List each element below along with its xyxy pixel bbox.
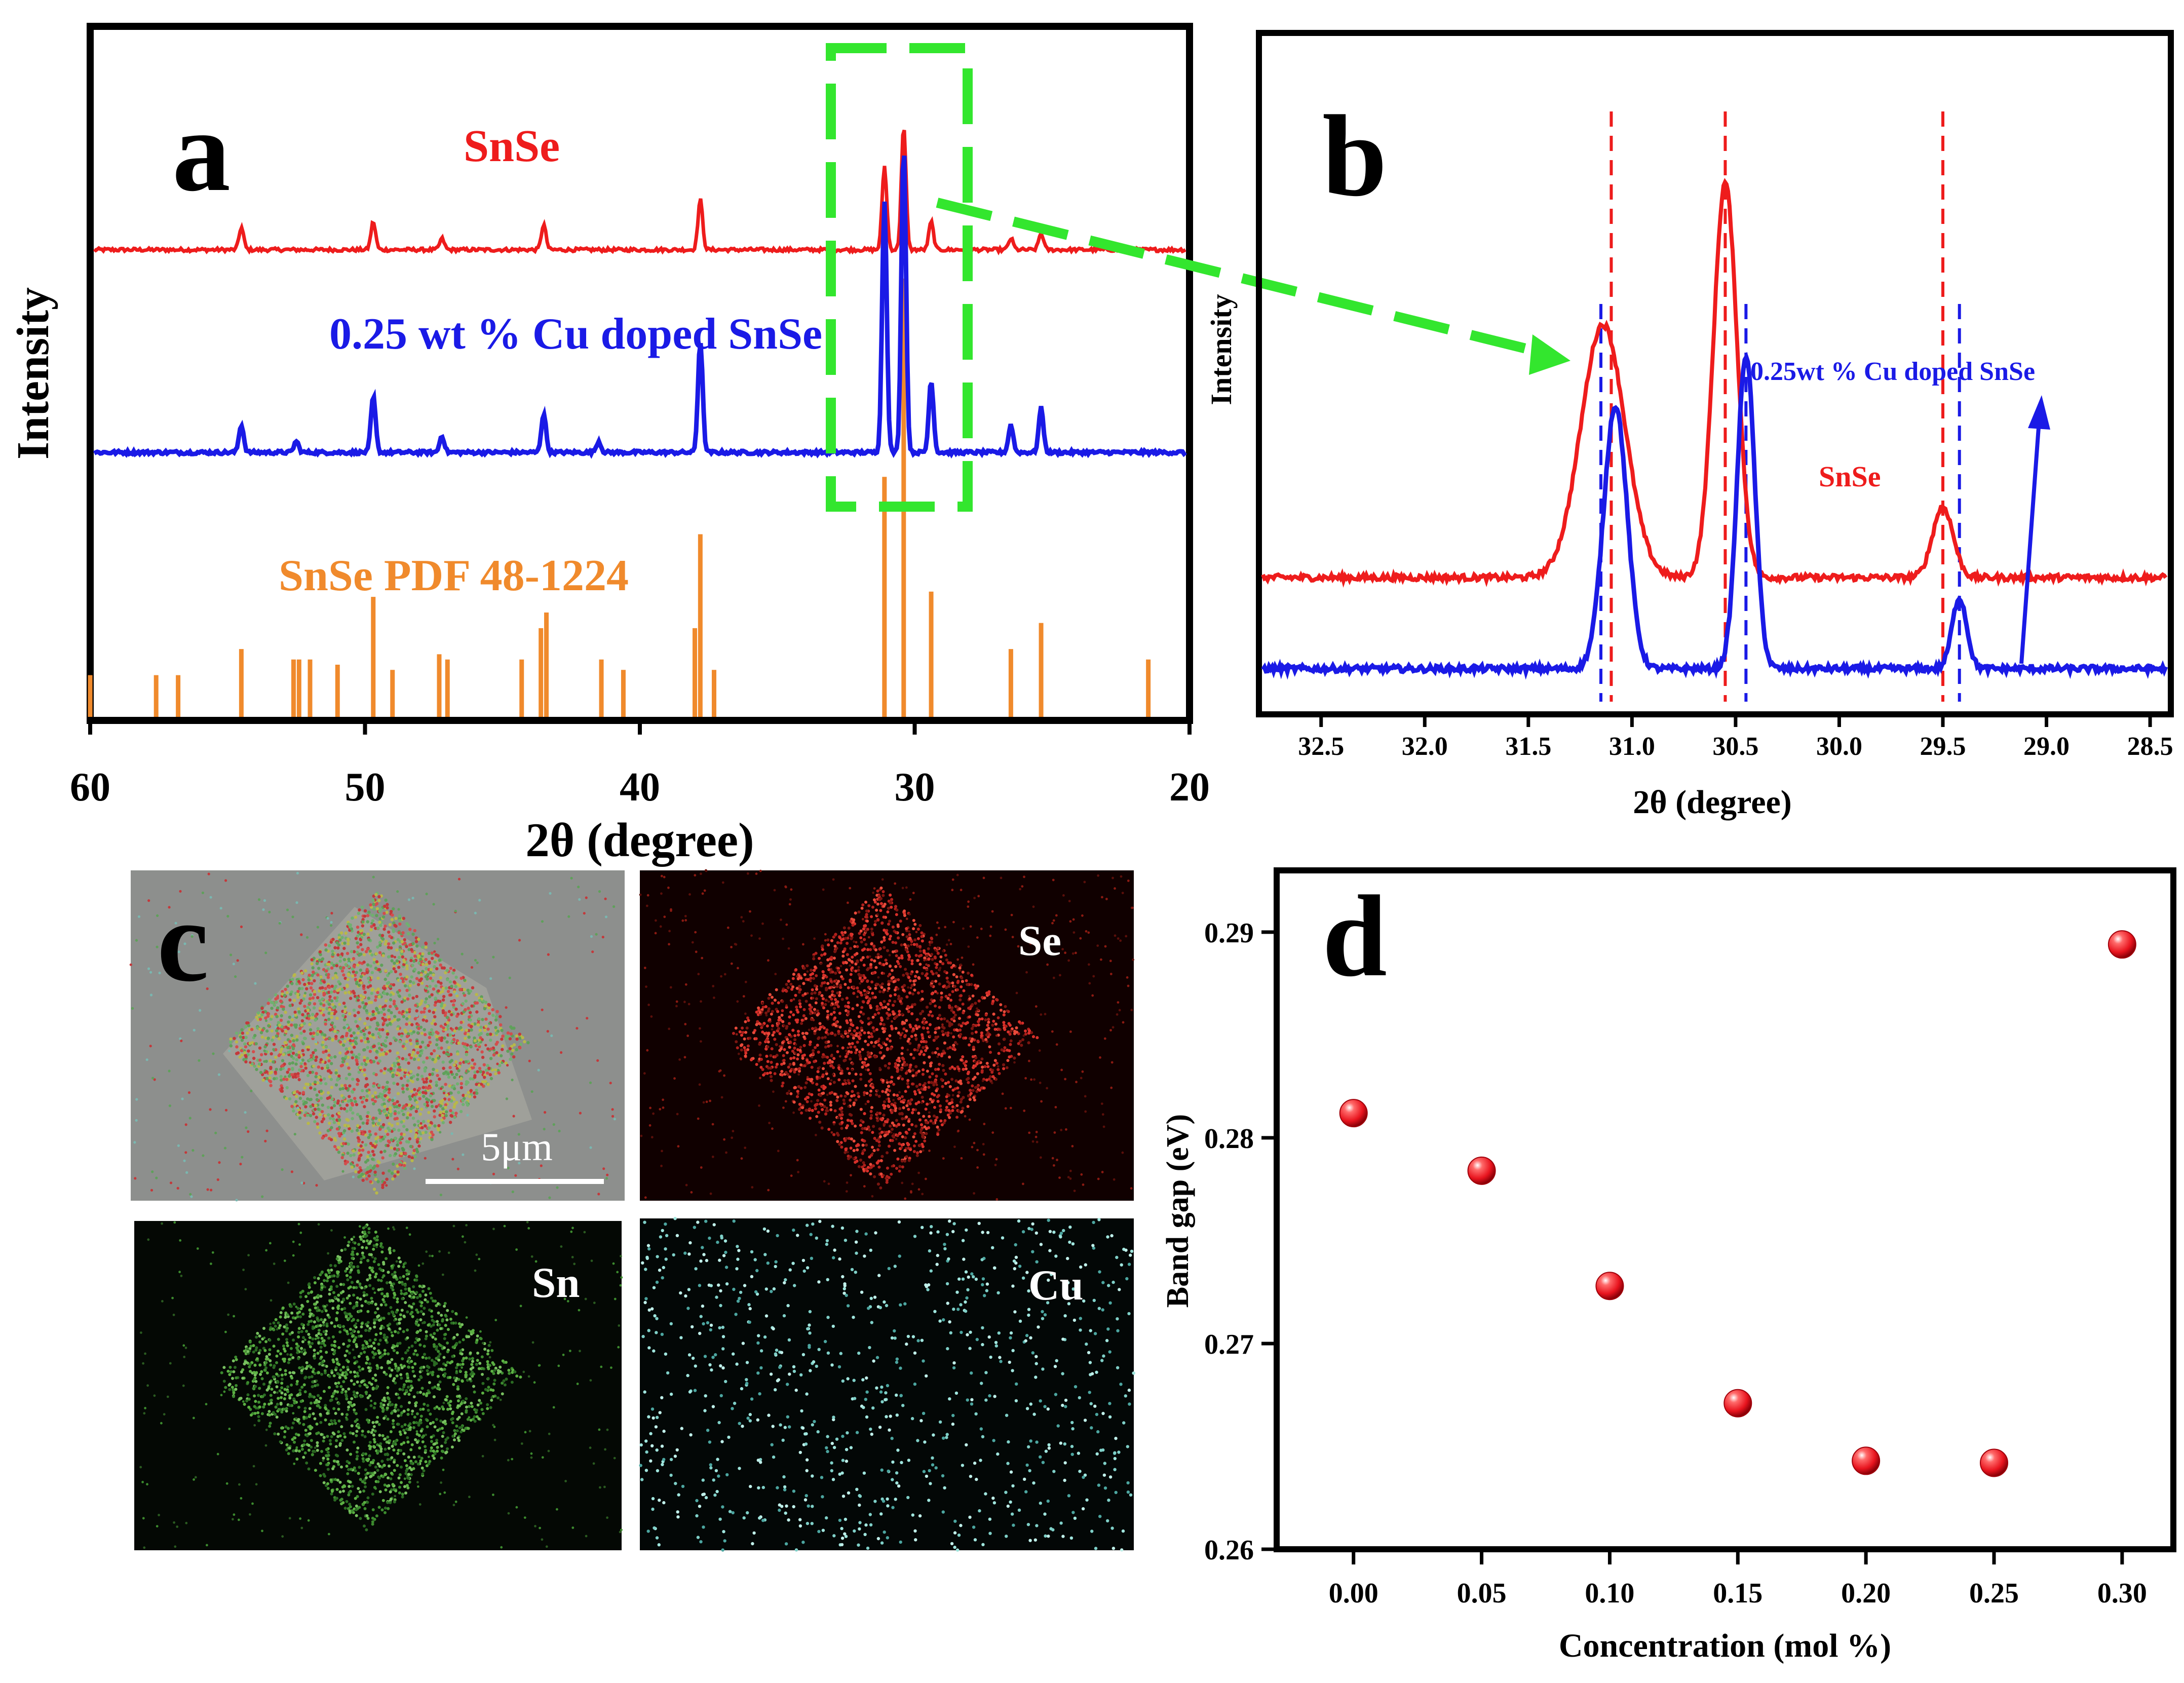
zoom-arrow-head: [1529, 334, 1570, 375]
panel-d-frame: [1274, 867, 2176, 1552]
x-tick-label: 60: [70, 765, 110, 810]
x-tick-label: 0.30: [2097, 1578, 2147, 1609]
zoom-box: [826, 43, 973, 512]
x-tick-label: 0.20: [1841, 1578, 1891, 1609]
x-tick-label: 32.5: [1298, 732, 1344, 761]
panel-b-dashed-markers: [1599, 111, 1961, 702]
data-point: [1467, 1156, 1496, 1185]
panel-d-y-ticks: 0.26 0.27 0.28 0.29: [1204, 917, 1277, 1566]
x-tick-label: 31.5: [1505, 732, 1551, 761]
panel-d-x-ticks: 0.00 0.05 0.10 0.15 0.20 0.25 0.30: [1329, 1549, 2147, 1609]
x-tick-label: 32.0: [1402, 732, 1448, 761]
x-tick-label: 30: [895, 765, 935, 810]
x-tick-label: 31.0: [1609, 732, 1655, 761]
panel-a-cu-line: [93, 155, 1187, 459]
panel-b-x-ticks: 32.5 32.0 31.5 31.0 30.5 30.0 29.5 29.0 28.5: [1298, 711, 2173, 761]
x-tick-label: 0.00: [1329, 1578, 1378, 1609]
panel-c: 5μm c Se Sn Cu: [129, 869, 1135, 1552]
panel-b-arrow-line: [2019, 420, 2041, 664]
data-point: [1723, 1389, 1752, 1418]
panel-a-ylabel: Intensity: [8, 287, 58, 460]
eds-overlay-image: [129, 870, 625, 1202]
panel-b-frame: [1256, 30, 2174, 717]
zoom-arrow-line: [936, 198, 1552, 360]
x-tick-label: 0.10: [1585, 1578, 1634, 1609]
x-tick-label: 50: [345, 765, 386, 810]
eds-cu-map: [639, 1217, 1135, 1552]
panel-b: b 0.25wt % Cu doped SnSe SnSe 32.5 32.0 31…: [1205, 30, 2174, 821]
x-tick-label: 40: [620, 765, 660, 810]
panel-a-letter: a: [172, 86, 231, 215]
eds-se-map: [639, 869, 1135, 1201]
data-point: [1339, 1099, 1368, 1128]
panel-b-xlabel: 2θ (degree): [1633, 784, 1792, 821]
panel-d-ylabel: Band gap (eV): [1161, 1114, 1195, 1308]
panel-b-letter: b: [1322, 91, 1387, 220]
data-point: [1852, 1446, 1881, 1475]
panel-a-snse-line: [93, 129, 1186, 256]
y-tick-label: 0.28: [1204, 1123, 1254, 1155]
data-point: [1980, 1448, 2008, 1477]
map-label-sn: Sn: [532, 1259, 580, 1307]
panel-c-letter: c: [157, 876, 209, 1006]
x-tick-label: 0.15: [1713, 1578, 1762, 1609]
x-tick-label: 29.0: [2023, 732, 2070, 761]
panel-b-cu-line: [1261, 352, 2168, 680]
y-tick-label: 0.29: [1204, 917, 1254, 949]
legend-pdf: SnSe PDF 48-1224: [279, 551, 629, 600]
legend-snse: SnSe: [464, 121, 560, 171]
x-tick-label: 28.5: [2127, 732, 2173, 761]
x-tick-label: 30.0: [1816, 732, 1862, 761]
legend-cu: 0.25 wt % Cu doped SnSe: [329, 310, 822, 359]
map-label-cu: Cu: [1028, 1261, 1084, 1309]
eds-sn-map: [134, 1220, 623, 1550]
panel-b-arrow-head: [2028, 395, 2050, 430]
data-point: [1595, 1272, 1624, 1300]
panel-a-pdf-sticks: [88, 278, 1151, 717]
panel-a-x-ticks: 60 50 40 30 20: [70, 717, 1210, 810]
panel-d-points: [1339, 930, 2136, 1477]
data-point: [2108, 930, 2136, 959]
y-tick-label: 0.27: [1204, 1329, 1254, 1360]
panel-b-snse-line: [1261, 178, 2168, 588]
panel-b-label-cu: 0.25wt % Cu doped SnSe: [1750, 357, 2035, 386]
panel-d-xlabel: Concentration (mol %): [1559, 1627, 1891, 1664]
panel-d-letter: d: [1322, 871, 1387, 1001]
map-label-se: Se: [1018, 917, 1061, 965]
x-tick-label: 0.05: [1457, 1578, 1507, 1609]
panel-a-xlabel: 2θ (degree): [525, 813, 754, 867]
panel-b-ylabel: Intensity: [1205, 294, 1238, 405]
panel-d: 0.26 0.27 0.28 0.29 0.00 0.05 0.10 0.15 0.20 0.2…: [1161, 867, 2176, 1664]
panel-a: a SnSe 0.25 wt % Cu doped SnSe SnSe PDF …: [8, 23, 1570, 867]
scale-bar-label: 5μm: [481, 1125, 553, 1169]
x-tick-label: 30.5: [1712, 732, 1758, 761]
y-tick-label: 0.26: [1204, 1535, 1254, 1566]
x-tick-label: 29.5: [1920, 732, 1966, 761]
x-tick-label: 20: [1169, 765, 1210, 810]
panel-b-label-snse: SnSe: [1819, 460, 1881, 493]
panel-a-frame: [87, 23, 1193, 724]
x-tick-label: 0.25: [1969, 1578, 2019, 1609]
